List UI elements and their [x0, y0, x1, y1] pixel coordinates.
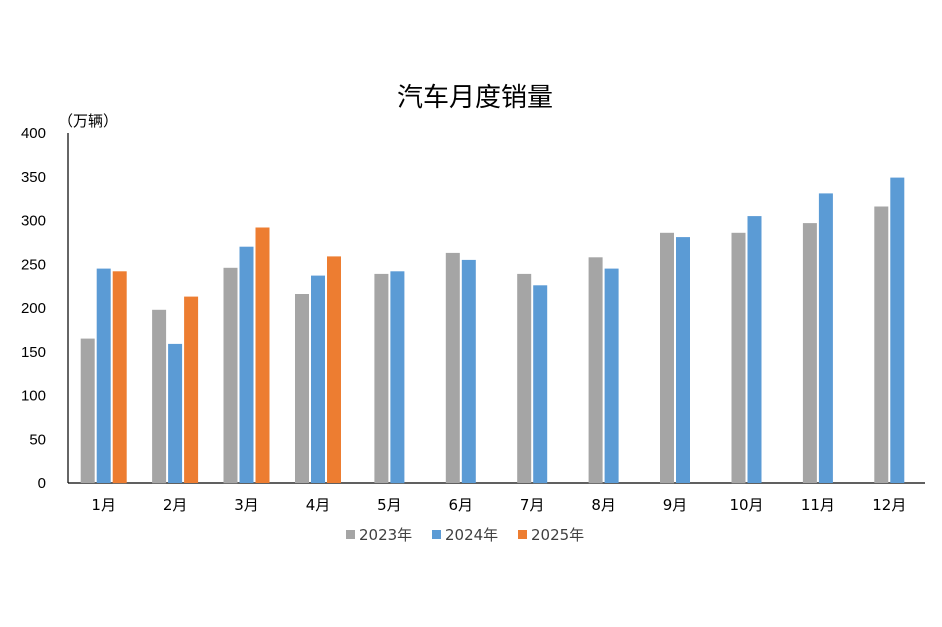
bar — [660, 232, 674, 484]
x-tick-label: 5月 — [377, 496, 402, 514]
bar — [374, 273, 389, 483]
legend-swatch — [346, 530, 355, 539]
x-tick-label: 9月 — [663, 496, 688, 514]
y-tick-label: 300 — [21, 213, 46, 230]
bar — [112, 271, 127, 484]
bar — [802, 223, 817, 483]
y-tick-labels: 0 50 100 150 200 250 300 350 400 — [21, 125, 46, 492]
y-tick-label: 150 — [21, 344, 46, 361]
chart-title: 汽车月度销量 — [397, 83, 553, 113]
y-tick-label: 200 — [21, 300, 46, 317]
bar — [604, 268, 619, 483]
x-tick-label: 7月 — [520, 496, 545, 514]
x-tick-label: 3月 — [234, 496, 259, 514]
bar — [96, 268, 111, 483]
y-tick-label: 400 — [21, 125, 46, 142]
x-tick-label: 8月 — [591, 496, 616, 514]
y-tick-label: 50 — [29, 431, 46, 448]
bar — [731, 232, 746, 484]
bar — [533, 285, 548, 484]
bar — [80, 338, 95, 483]
legend-label: 2025年 — [531, 526, 584, 544]
bar — [152, 309, 167, 484]
bar — [295, 294, 309, 483]
bar — [445, 252, 460, 483]
legend-swatch — [432, 530, 441, 539]
x-tick-label: 2月 — [163, 496, 188, 514]
y-tick-label: 0 — [38, 475, 46, 492]
legend-label: 2024年 — [445, 526, 498, 544]
legend-swatch — [518, 530, 527, 539]
x-tick-label: 1月 — [91, 496, 116, 514]
bar — [461, 259, 476, 483]
x-tick-label: 4月 — [306, 496, 331, 514]
legend: 2023年 2024年 2025年 — [346, 526, 584, 544]
bar — [239, 246, 254, 483]
bar — [588, 257, 603, 484]
y-tick-label: 350 — [21, 169, 46, 186]
bar — [890, 177, 905, 483]
x-tick-label: 10月 — [729, 496, 763, 514]
bar — [184, 296, 199, 483]
legend-label: 2023年 — [359, 526, 412, 544]
y-tick-label: 250 — [21, 256, 46, 273]
x-tick-label: 6月 — [449, 496, 474, 514]
bar — [517, 273, 532, 483]
bar — [255, 227, 270, 483]
x-tick-labels: 1月 2月 3月 4月 5月 6月 7月 8月 9月 10月 11月 12月 — [91, 496, 906, 514]
bar — [311, 275, 325, 483]
bar — [168, 343, 183, 483]
y-unit-label: （万辆） — [58, 112, 118, 130]
y-tick-label: 100 — [21, 388, 46, 405]
x-tick-label: 12月 — [872, 496, 906, 514]
bar — [874, 206, 889, 483]
bar — [390, 271, 405, 484]
bar — [818, 193, 833, 483]
bars — [80, 177, 905, 484]
bar — [676, 237, 690, 483]
bar — [747, 216, 762, 483]
bar — [223, 267, 238, 484]
bar — [327, 256, 341, 483]
x-tick-label: 11月 — [801, 496, 835, 514]
